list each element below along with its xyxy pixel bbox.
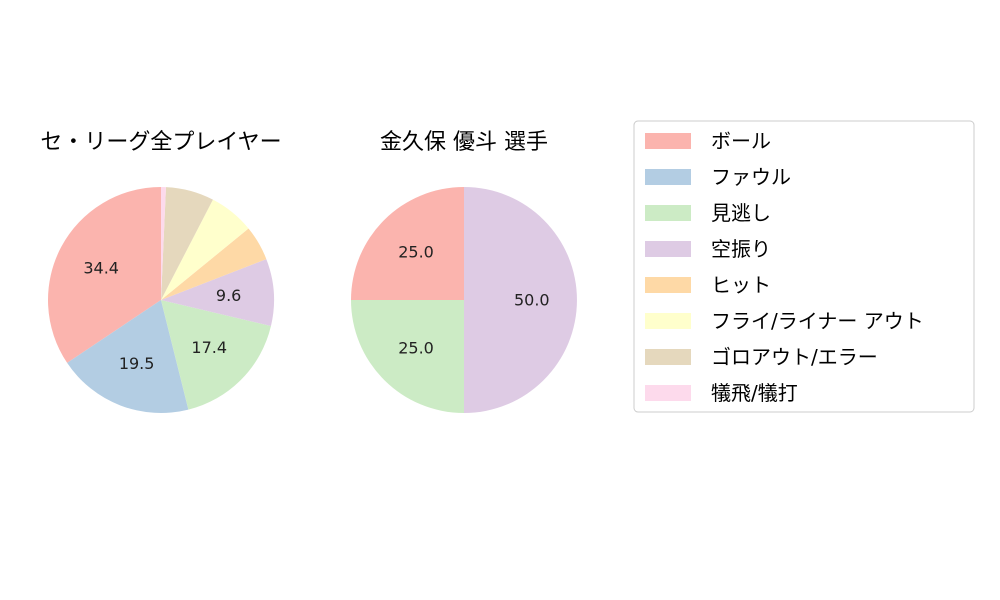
pie-league-all-players: セ・リーグ全プレイヤー 34.4 19.5 17.4 9.6 [40,130,282,413]
legend-swatch-3 [645,241,691,257]
pie-title-player: 金久保 優斗 選手 [380,130,548,155]
legend-label-5: フライ/ライナー アウト [711,309,924,333]
pie-label-1-3: 50.0 [514,291,550,310]
legend-swatch-7 [645,385,691,401]
legend-label-1: ファウル [711,165,791,189]
legend-label-7: 犠飛/犠打 [711,381,798,405]
pie-title-league: セ・リーグ全プレイヤー [40,130,281,155]
pie-label-0-3: 9.6 [216,286,241,305]
legend-swatch-5 [645,313,691,329]
pie-slice-0-6 [161,187,213,300]
pie-slice-0-3 [161,259,275,327]
pie-label-0-0: 34.4 [83,259,119,278]
legend-label-2: 見逃し [711,201,771,225]
pie-label-0-1: 19.5 [119,354,155,373]
legend-label-0: ボール [711,129,771,153]
pie-slice-1-0 [351,187,464,300]
pie-label-1-0: 25.0 [398,243,434,262]
legend-swatch-2 [645,205,691,221]
pie-player: 金久保 優斗 選手 25.0 25.0 50.0 [351,130,577,413]
pie-slice-0-0 [47,187,161,363]
pie-slice-0-7 [161,187,166,300]
pie-slice-0-5 [161,199,249,300]
pie-slice-0-1 [67,300,189,413]
legend-label-3: 空振り [711,237,771,261]
pie-slice-1-3 [464,187,577,413]
legend-label-4: ヒット [711,273,771,297]
legend-swatch-1 [645,169,691,185]
legend-frame [633,120,975,413]
pie-slice-0-2 [161,300,271,410]
legend-swatch-4 [645,277,691,293]
pie-label-0-2: 17.4 [191,338,227,357]
pie-slice-1-2 [351,300,464,413]
legend-swatch-6 [645,349,691,365]
legend-swatch-0 [645,133,691,149]
pie-label-1-2: 25.0 [398,338,434,357]
pie-slice-0-4 [161,228,267,300]
legend-label-6: ゴロアウト/エラー [711,345,878,369]
